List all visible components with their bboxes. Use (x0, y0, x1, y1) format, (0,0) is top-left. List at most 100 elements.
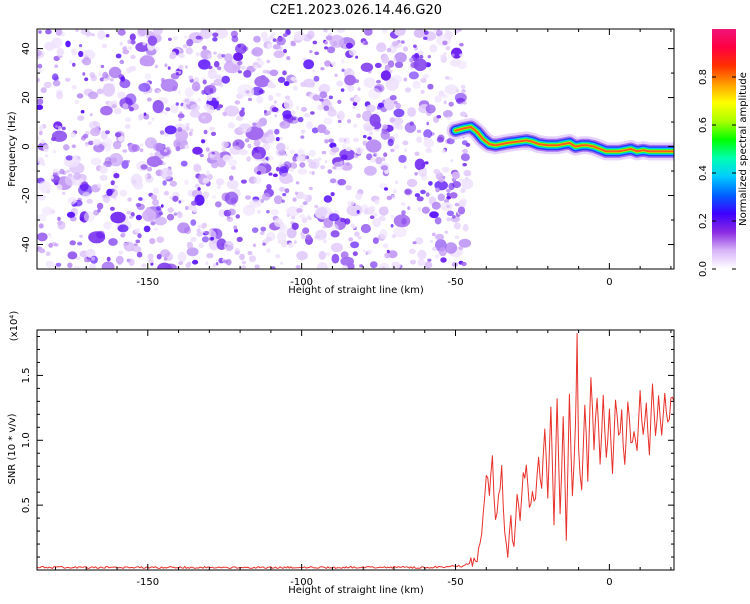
noise-blob (151, 117, 155, 121)
noise-blob (202, 177, 210, 184)
noise-blob (286, 206, 300, 217)
noise-blob (395, 102, 401, 109)
noise-blob (304, 113, 311, 118)
noise-blob (253, 35, 261, 43)
noise-blob (190, 104, 200, 112)
noise-blob (128, 46, 133, 51)
noise-blob (117, 261, 122, 265)
noise-blob (52, 80, 61, 87)
noise-blob (206, 253, 214, 259)
noise-blob (119, 59, 125, 65)
noise-blob (403, 77, 408, 82)
noise-blob (346, 162, 350, 166)
noise-blob (376, 105, 382, 110)
noise-blob (393, 226, 407, 238)
noise-blob (355, 192, 363, 200)
noise-blob (279, 46, 283, 51)
noise-blob (330, 230, 340, 238)
noise-blob (268, 94, 274, 101)
noise-blob (182, 44, 188, 49)
noise-blob (425, 104, 436, 114)
noise-blob (38, 248, 46, 254)
noise-blob (115, 53, 122, 59)
noise-blob (414, 172, 418, 176)
noise-blob (154, 216, 167, 226)
noise-blob (275, 92, 282, 97)
noise-blob (419, 169, 425, 174)
noise-blob (129, 107, 134, 112)
noise-blob (301, 194, 309, 200)
noise-blob (450, 159, 454, 163)
noise-blob (114, 132, 122, 138)
noise-blob (122, 232, 126, 237)
noise-blob (185, 47, 193, 55)
noise-blob (324, 46, 328, 50)
noise-blob (413, 29, 426, 38)
noise-blob (310, 83, 315, 88)
noise-blob (381, 55, 390, 64)
noise-blob (424, 161, 429, 165)
noise-blob (210, 131, 217, 136)
noise-blob (252, 243, 257, 248)
noise-blob (260, 231, 265, 235)
noise-blob (178, 53, 185, 59)
noise-blob (270, 266, 276, 269)
noise-blob (319, 98, 324, 102)
noise-blob (254, 75, 270, 88)
noise-blob (240, 179, 247, 184)
noise-blob (427, 83, 434, 90)
noise-blob (286, 56, 291, 61)
noise-blob (308, 186, 313, 191)
noise-blob (103, 78, 108, 82)
noise-blob (229, 155, 234, 159)
spectrogram-x-tick-label: -100 (290, 277, 313, 288)
noise-blob (407, 206, 411, 211)
noise-blob (462, 162, 468, 167)
noise-blob (109, 78, 114, 82)
noise-blob (417, 206, 422, 212)
noise-blob (347, 200, 355, 206)
spectrogram-x-axis-label: Height of straight line (km) (288, 285, 424, 296)
noise-blob (300, 81, 308, 88)
noise-blob (77, 241, 83, 246)
noise-blob (419, 55, 424, 59)
noise-blob (163, 149, 168, 153)
noise-blob (41, 161, 46, 167)
noise-blob (178, 117, 182, 122)
noise-blob (152, 199, 160, 207)
noise-blob (458, 238, 472, 248)
noise-blob (192, 259, 199, 265)
noise-blob (253, 139, 261, 147)
noise-blob (184, 179, 189, 185)
noise-blob (300, 135, 305, 139)
noise-blob (234, 248, 241, 255)
noise-blob (88, 263, 97, 269)
noise-blob (130, 39, 136, 45)
noise-blob (327, 169, 333, 174)
noise-blob (169, 180, 177, 187)
noise-blob (75, 256, 81, 261)
noise-blob (312, 40, 318, 45)
noise-blob (352, 123, 358, 128)
noise-blob (404, 188, 413, 196)
noise-blob (242, 128, 247, 132)
noise-blob (201, 236, 209, 243)
noise-blob (207, 65, 213, 70)
noise-blob (276, 231, 287, 242)
noise-blob (166, 146, 170, 150)
noise-blob (360, 223, 371, 234)
noise-blob (436, 136, 444, 143)
noise-blob (99, 174, 108, 181)
noise-blob (221, 75, 230, 84)
noise-blob (212, 194, 217, 199)
noise-blob (341, 144, 347, 149)
snr-y-tick-label: 0.5 (21, 497, 32, 513)
noise-blob (432, 232, 436, 237)
noise-blob (89, 120, 101, 130)
noise-blob (462, 101, 467, 105)
noise-blob (308, 170, 313, 175)
noise-blob (409, 259, 417, 265)
noise-blob (130, 212, 135, 217)
noise-blob (84, 258, 88, 263)
noise-blob (367, 136, 372, 140)
